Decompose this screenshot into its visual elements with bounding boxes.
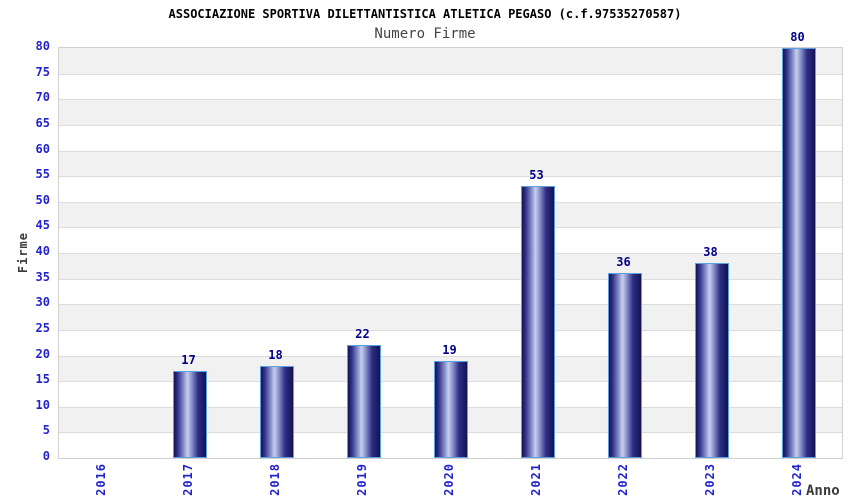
y-tick-label: 35 (35, 269, 50, 284)
gridline (59, 329, 842, 331)
y-tick-label: 0 (42, 449, 50, 463)
y-tick-label: 80 (35, 39, 50, 53)
bar-2020 (433, 361, 468, 458)
x-tick-label: 2022 (615, 463, 630, 496)
x-tick-label: 2018 (267, 463, 282, 496)
grid-band (59, 201, 842, 228)
gridline (59, 253, 842, 254)
chart-subtitle: Numero Firme (374, 26, 476, 42)
plot-area (58, 47, 843, 459)
grid-band (59, 73, 842, 100)
bar-2023 (694, 263, 729, 458)
gridline (59, 99, 842, 101)
bar-2018 (259, 366, 294, 458)
bar-2017 (172, 371, 207, 458)
y-tick-label: 10 (35, 397, 50, 412)
x-tick-label: 2019 (354, 463, 369, 496)
y-tick-label: 65 (35, 115, 50, 130)
y-tick-label: 55 (35, 167, 50, 182)
bar-value-label: 19 (442, 343, 457, 357)
y-tick-label: 20 (35, 346, 50, 361)
y-tick-label: 75 (35, 64, 50, 79)
bar-value-label: 53 (529, 168, 544, 182)
x-tick-label: 2020 (441, 463, 456, 496)
bar-value-label: 38 (703, 245, 718, 259)
y-tick-label: 30 (35, 295, 50, 310)
gridline (59, 124, 842, 126)
bar-2022 (607, 273, 642, 458)
bar-value-label: 22 (355, 327, 370, 341)
grid-band (59, 176, 842, 202)
grid-band (59, 227, 842, 253)
gridline (59, 73, 842, 75)
y-tick-label: 60 (35, 141, 50, 156)
y-tick-label: 5 (42, 423, 50, 438)
y-tick-label: 70 (35, 90, 50, 105)
x-axis-title: Anno (806, 483, 840, 499)
bar-value-label: 17 (181, 353, 196, 367)
grid-band (59, 150, 842, 177)
grid-band (59, 48, 842, 74)
bar-2021 (520, 186, 555, 458)
y-tick-label: 40 (35, 244, 50, 258)
gridline (59, 227, 842, 229)
x-tick-label: 2017 (180, 463, 195, 496)
x-tick-label: 2021 (528, 463, 543, 496)
y-tick-label: 25 (35, 320, 50, 335)
x-tick-label: 2023 (702, 463, 717, 496)
y-tick-label: 45 (35, 218, 50, 233)
y-tick-label: 15 (35, 372, 50, 387)
bar-value-label: 80 (790, 30, 805, 44)
gridline (59, 201, 842, 203)
grid-band (59, 99, 842, 125)
bar-2024 (781, 48, 816, 458)
bar-value-label: 18 (268, 348, 283, 362)
x-tick-label: 2024 (789, 463, 804, 496)
gridline (59, 278, 842, 280)
gridline (59, 355, 842, 357)
y-tick-label: 50 (35, 192, 50, 207)
gridline (59, 304, 842, 306)
chart-title: ASSOCIAZIONE SPORTIVA DILETTANTISTICA AT… (168, 7, 682, 21)
x-tick-label: 2016 (93, 463, 108, 496)
gridline (59, 176, 842, 178)
grid-band (59, 124, 842, 151)
gridline (59, 150, 842, 152)
bar-2019 (346, 345, 381, 458)
bar-value-label: 36 (616, 255, 631, 269)
